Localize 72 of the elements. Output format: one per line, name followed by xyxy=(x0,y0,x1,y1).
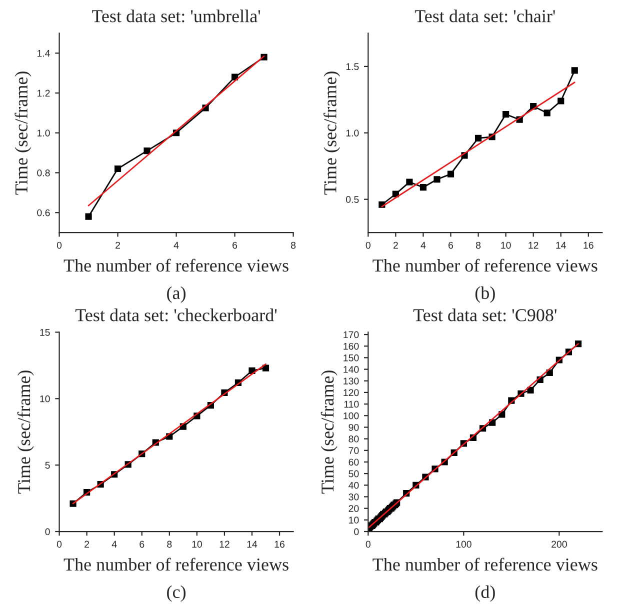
chart-title: Test data set: 'checkerboard' xyxy=(75,308,277,322)
text: (b) xyxy=(475,286,495,303)
x-tick-label: 12 xyxy=(528,242,538,249)
chart-title: Test data set: 'chair' xyxy=(414,10,555,22)
y-tick-label: 1.2 xyxy=(37,90,50,97)
text: (a) xyxy=(167,286,186,303)
y-tick-label: 1.0 xyxy=(37,130,50,136)
y-tick-label: 160 xyxy=(344,342,359,350)
x-tick-label: 0 xyxy=(56,540,62,548)
text: (c) xyxy=(167,585,186,602)
x-tick-label: 8 xyxy=(167,540,172,548)
x-tick-label: 0 xyxy=(56,242,62,249)
y-tick-label: 0 xyxy=(45,528,50,536)
x-tick-label: 100 xyxy=(456,540,472,548)
y-tick-label: 0.6 xyxy=(37,209,50,216)
x-axis-title: The number of reference views xyxy=(64,558,288,571)
y-tick-label: 0 xyxy=(354,528,359,536)
y-tick-label: 120 xyxy=(344,389,359,396)
x-tick-label: 2 xyxy=(116,242,120,249)
chart-title: Test data set: 'C908' xyxy=(413,308,556,322)
y-tick-label: 0.5 xyxy=(346,196,359,203)
x-axis-title: The number of reference views xyxy=(64,258,288,272)
x-tick-label: 10 xyxy=(501,242,511,249)
x-tick-label: 4 xyxy=(112,540,117,548)
x-tick-label: 200 xyxy=(552,540,567,548)
y-tick-label: 15 xyxy=(40,329,50,336)
y-tick-label: 90 xyxy=(348,424,359,431)
y-axis-title: Time (sec/frame) xyxy=(320,370,338,494)
y-tick-label: 5 xyxy=(45,462,50,469)
x-tick-label: 2 xyxy=(84,540,90,548)
x-tick-label: 10 xyxy=(192,540,202,548)
x-tick-label: 14 xyxy=(247,540,258,548)
x-tick-label: 16 xyxy=(584,242,594,249)
x-tick-label: 12 xyxy=(220,540,230,548)
x-tick-label: 0 xyxy=(366,540,370,548)
y-tick-label: 140 xyxy=(344,366,359,373)
x-tick-label: 14 xyxy=(556,242,566,249)
y-tick-label: 1.0 xyxy=(346,130,359,136)
y-tick-label: 60 xyxy=(348,458,359,466)
y-tick-label: 0.8 xyxy=(37,169,50,176)
y-tick-label: 130 xyxy=(344,378,359,384)
y-tick-label: 70 xyxy=(348,447,359,454)
x-tick-label: 4 xyxy=(420,242,426,249)
y-tick-label: 40 xyxy=(348,482,359,489)
chart-title: Test data set: 'umbrella' xyxy=(92,10,260,22)
y-tick-label: 1.4 xyxy=(37,50,50,57)
x-axis-title: The number of reference views xyxy=(372,558,598,571)
x-tick-label: 0 xyxy=(366,242,370,249)
x-tick-label: 6 xyxy=(140,540,144,548)
y-axis-title: Time (sec/frame) xyxy=(17,370,34,494)
y-tick-label: 20 xyxy=(348,505,359,512)
x-tick-label: 16 xyxy=(274,540,284,548)
x-tick-label: 6 xyxy=(232,242,238,249)
y-tick-label: 30 xyxy=(348,493,359,500)
y-tick-label: 1.5 xyxy=(346,63,359,70)
y-axis-title: Time (sec/frame) xyxy=(324,72,340,195)
y-tick-label: 10 xyxy=(349,516,359,524)
text: (d) xyxy=(475,585,495,602)
y-axis-title: Time (sec/frame) xyxy=(14,72,32,195)
x-tick-label: 8 xyxy=(476,242,481,249)
x-tick-label: 6 xyxy=(448,242,454,249)
x-axis-title: The number of reference views xyxy=(372,258,598,272)
y-tick-label: 110 xyxy=(344,400,359,408)
x-tick-label: 2 xyxy=(393,242,398,249)
y-tick-label: 170 xyxy=(344,331,359,338)
y-tick-label: 50 xyxy=(348,470,359,478)
y-tick-label: 80 xyxy=(348,436,359,442)
y-tick-label: 100 xyxy=(344,412,359,420)
x-tick-label: 4 xyxy=(174,242,179,249)
x-tick-label: 8 xyxy=(291,242,296,249)
y-tick-label: 10 xyxy=(40,395,50,402)
y-tick-label: 150 xyxy=(344,354,359,362)
